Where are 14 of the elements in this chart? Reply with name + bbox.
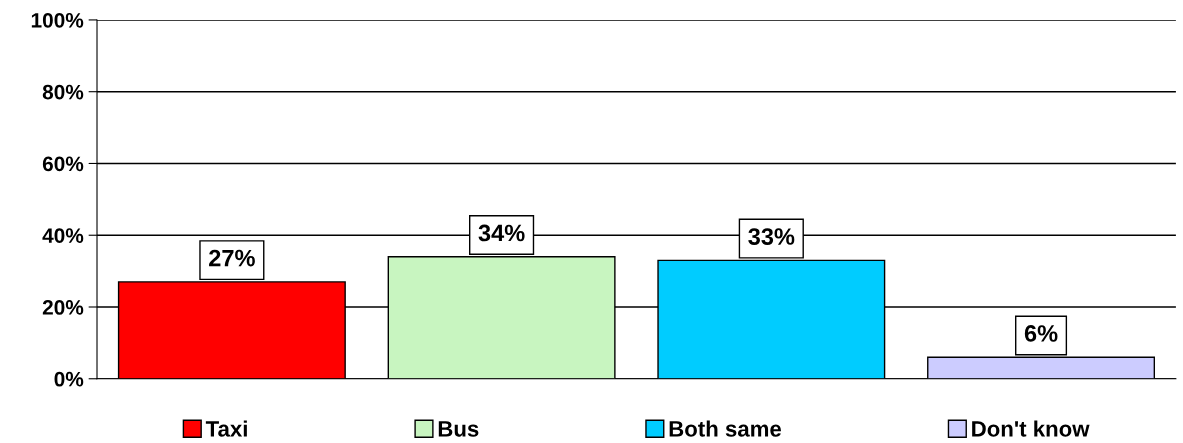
legend-label: Taxi xyxy=(205,420,247,437)
data-label: 34% xyxy=(478,224,525,242)
y-tick-label: 80% xyxy=(42,84,84,100)
legend-label: Both same xyxy=(669,420,782,437)
legend-label: Don't know xyxy=(972,420,1090,437)
y-tick-label: 40% xyxy=(42,228,84,243)
y-tick-label: 20% xyxy=(42,300,84,315)
legend-label: Bus xyxy=(438,421,479,437)
data-label: 6% xyxy=(1024,325,1058,342)
data-label: 27% xyxy=(209,249,255,267)
y-tick-label: 100% xyxy=(31,12,84,28)
data-label: 33% xyxy=(748,228,795,245)
y-tick-label: 60% xyxy=(42,156,84,172)
y-tick-label: 0% xyxy=(54,371,84,387)
